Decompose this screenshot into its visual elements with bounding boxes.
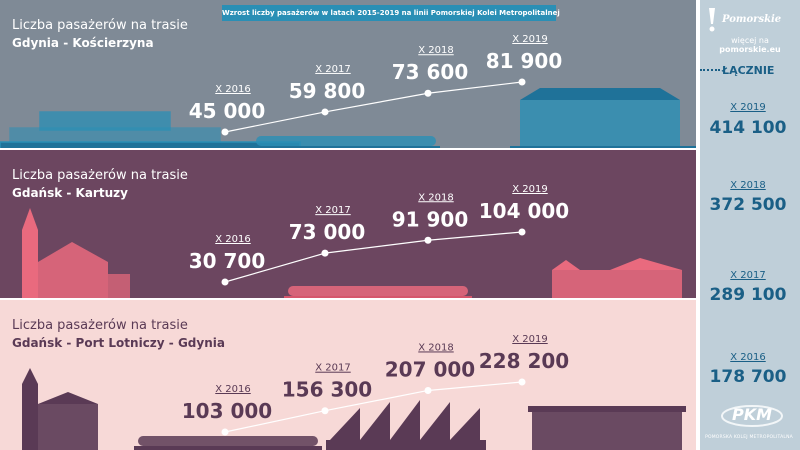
airport-terminal-illustration xyxy=(326,400,486,450)
total-year-2016: X 2016 xyxy=(730,352,766,363)
total-value-2016: 178 700 xyxy=(709,367,787,387)
sidebar-divider xyxy=(696,0,700,450)
band-divider xyxy=(0,298,696,301)
data-label: 104 000 xyxy=(479,199,569,223)
pomorskie-logo-text: Pomorskie xyxy=(722,14,782,25)
data-point xyxy=(424,386,432,394)
data-label: 91 900 xyxy=(392,207,469,231)
series-line xyxy=(224,231,523,283)
data-label: 45 000 xyxy=(189,99,266,123)
data-point xyxy=(221,428,229,436)
clock-tower-illustration xyxy=(22,368,98,450)
series-line xyxy=(224,81,523,133)
route-2-label-prefix: Liczba pasażerów na trasie xyxy=(12,168,188,183)
data-label: 228 200 xyxy=(479,349,569,373)
data-point xyxy=(424,236,432,244)
route-1-series: X 2016 45 000 X 2017 59 800 X 2018 73 600 X 20… xyxy=(189,34,563,136)
data-point xyxy=(424,89,432,97)
data-point xyxy=(321,108,329,116)
route-3-label: Liczba pasażerów na trasie Gdańsk - Port… xyxy=(12,318,225,352)
train-illustration xyxy=(134,436,322,450)
route-2-name: Gdańsk - Kartuzy xyxy=(12,186,128,200)
total-year-2019: X 2019 xyxy=(730,102,766,113)
category-label: X 2016 xyxy=(215,84,250,95)
category-label: X 2017 xyxy=(315,363,350,374)
category-label: X 2018 xyxy=(418,45,453,56)
total-year-2018: X 2018 xyxy=(730,180,766,191)
route-3-name: Gdańsk - Port Lotniczy - Gdynia xyxy=(12,336,225,350)
band-3-illustration: X 2016 103 000 X 2017 156 300 X 2018 207 000 X… xyxy=(22,334,686,450)
data-point xyxy=(518,78,526,86)
category-label: X 2019 xyxy=(512,334,547,345)
total-value-2019: 414 100 xyxy=(709,118,787,138)
route-3-series: X 2016 103 000 X 2017 156 300 X 2018 207 000 X… xyxy=(182,334,569,436)
pomorskie-logo-icon xyxy=(709,8,715,32)
route-3-label-prefix: Liczba pasażerów na trasie xyxy=(12,318,188,333)
station-building-illustration xyxy=(510,88,696,150)
pkm-logo-text: PKM xyxy=(731,405,773,424)
category-label: X 2017 xyxy=(315,205,350,216)
station-building-illustration xyxy=(528,406,686,450)
totals-header-dots xyxy=(700,69,720,71)
band-2-illustration: X 2016 30 700 X 2017 73 000 X 2018 91 900 X 20… xyxy=(22,184,682,300)
route-1-label-prefix: Liczba pasażerów na trasie xyxy=(12,18,188,33)
data-label: 81 900 xyxy=(486,49,563,73)
category-label: X 2016 xyxy=(215,384,250,395)
data-point xyxy=(518,228,526,236)
pkm-logo-icon xyxy=(721,405,783,427)
more-info-link[interactable]: więcej na pomorskie.eu xyxy=(702,36,798,54)
route-band-gdynia-koscierzyna: X 2016 45 000 X 2017 59 800 X 2018 73 600 X 20… xyxy=(0,0,696,150)
data-point xyxy=(518,378,526,386)
data-label: 156 300 xyxy=(282,378,372,402)
category-label: X 2016 xyxy=(215,234,250,245)
data-label: 73 000 xyxy=(289,220,366,244)
category-label: X 2018 xyxy=(418,342,453,353)
series-line xyxy=(224,381,523,433)
category-label: X 2019 xyxy=(512,34,547,45)
station-building-illustration xyxy=(552,258,682,300)
data-label: 73 600 xyxy=(392,60,469,84)
pomorskie-logo: Pomorskie xyxy=(706,6,800,34)
data-point xyxy=(321,249,329,257)
route-band-gdansk-kartuzy: X 2016 30 700 X 2017 73 000 X 2018 91 900 X 20… xyxy=(0,150,696,300)
band-divider xyxy=(0,148,696,151)
route-1-name: Gdynia - Kościerzyna xyxy=(12,36,154,50)
route-2-label: Liczba pasażerów na trasie Gdańsk - Kart… xyxy=(12,168,188,202)
data-point xyxy=(221,278,229,286)
more-info-prefix: więcej na xyxy=(731,36,769,45)
data-point xyxy=(221,128,229,136)
totals-header: ŁĄCZNIE xyxy=(722,64,775,77)
more-info-domain: pomorskie.eu xyxy=(719,45,781,54)
category-label: X 2018 xyxy=(418,192,453,203)
totals-sidebar: Pomorskie więcej na pomorskie.eu ŁĄCZNIE… xyxy=(696,0,800,450)
total-value-2017: 289 100 xyxy=(709,285,787,305)
clock-tower-illustration xyxy=(22,208,130,300)
infographic-title: Wzrost liczby pasażerów w latach 2015-20… xyxy=(222,5,560,21)
route-2-series: X 2016 30 700 X 2017 73 000 X 2018 91 900 X 20… xyxy=(189,184,569,286)
data-label: 207 000 xyxy=(385,357,475,381)
data-label: 30 700 xyxy=(189,249,266,273)
route-1-label: Liczba pasażerów na trasie Gdynia - Kośc… xyxy=(12,18,188,52)
category-label: X 2017 xyxy=(315,64,350,75)
route-band-gdansk-port-gdynia: X 2016 103 000 X 2017 156 300 X 2018 207 000 X… xyxy=(0,300,696,450)
pkm-logo-subtitle: POMORSKA KOLEJ METROPOLITALNA xyxy=(705,435,793,440)
total-year-2017: X 2017 xyxy=(730,270,766,281)
category-label: X 2019 xyxy=(512,184,547,195)
data-point xyxy=(321,407,329,415)
data-label: 59 800 xyxy=(289,79,366,103)
total-value-2018: 372 500 xyxy=(709,195,787,215)
data-label: 103 000 xyxy=(182,399,272,423)
